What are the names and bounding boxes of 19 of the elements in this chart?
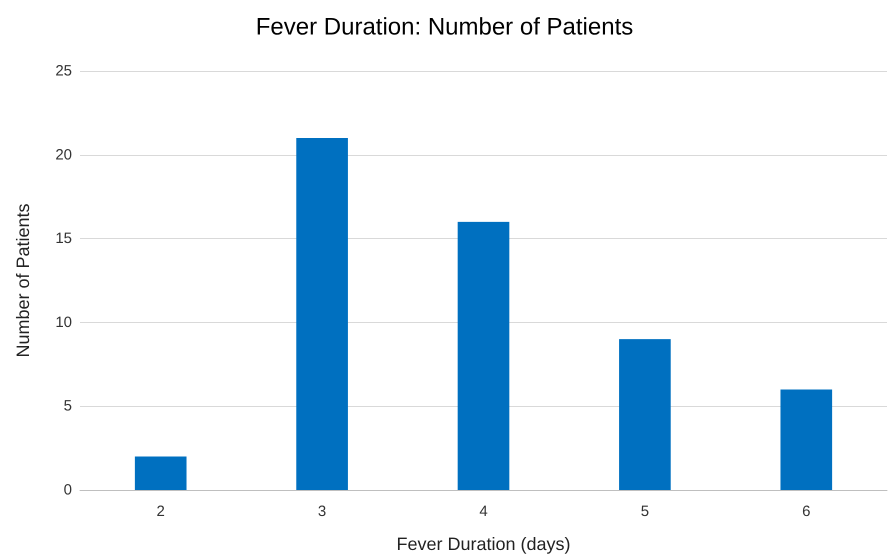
y-tick-label: 20 <box>55 146 72 164</box>
y-axis-title: Number of Patients <box>13 203 33 358</box>
bar <box>780 389 832 490</box>
x-tick-label: 2 <box>156 503 165 520</box>
bar <box>134 456 187 490</box>
x-tick-label: 3 <box>318 503 326 520</box>
y-tick-label: 15 <box>55 230 72 248</box>
x-axis-title: Fever Duration (days) <box>396 534 571 554</box>
x-tick-label: 6 <box>802 503 810 520</box>
bar <box>619 339 671 490</box>
y-tick-label: 0 <box>64 482 72 498</box>
x-tick-label: 4 <box>479 503 488 520</box>
y-tick-label: 10 <box>55 314 72 331</box>
chart-title: Fever Duration: Number of Patients <box>256 14 634 40</box>
x-tick-label: 5 <box>640 503 650 520</box>
y-tick-label: 5 <box>64 398 72 415</box>
y-tick-label: 25 <box>55 62 72 80</box>
bar <box>296 138 348 490</box>
bar <box>458 222 510 490</box>
